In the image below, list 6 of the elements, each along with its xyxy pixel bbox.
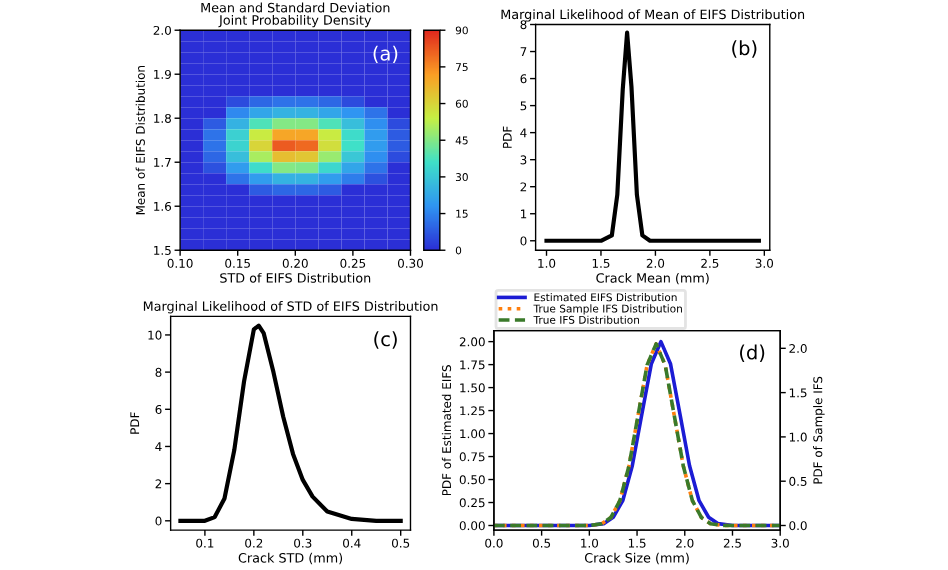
line-series [544,30,761,243]
line-series [178,323,403,523]
annotation: (c) [374,331,397,349]
annotation: (a) [373,45,398,63]
annotation: (b) [732,40,757,58]
annotation: (d) [740,344,765,362]
